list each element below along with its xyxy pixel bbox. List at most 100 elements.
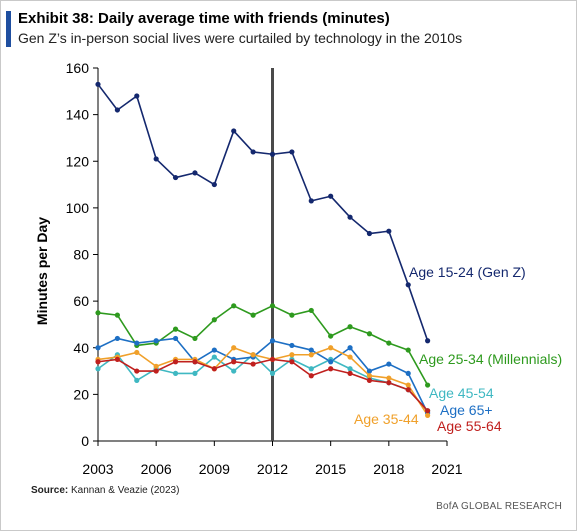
data-point-age-65 [308, 347, 314, 353]
y-tick-label: 0 [81, 433, 89, 449]
data-point-age-15-24-gen-z [250, 149, 256, 155]
data-point-age-65 [405, 370, 411, 376]
data-point-age-15-24-gen-z [211, 181, 217, 188]
y-tick-label: 60 [73, 293, 89, 309]
series-line-age-55-64 [97, 358, 429, 412]
series-line-age-25-34-millennials [97, 304, 429, 386]
y-tick-label: 160 [66, 60, 90, 76]
data-point-age-45-54 [95, 366, 101, 372]
data-point-age-45-54 [269, 370, 276, 376]
data-point-age-55-64 [347, 370, 353, 376]
data-point-age-15-24-gen-z [269, 151, 276, 157]
data-point-age-35-44 [386, 375, 392, 381]
data-point-age-25-34-millennials [250, 312, 256, 318]
data-point-age-55-64 [269, 356, 276, 363]
x-tick-label: 2003 [82, 461, 113, 477]
data-point-age-25-34-millennials [366, 331, 373, 337]
data-point-age-35-44 [425, 412, 431, 418]
data-point-age-55-64 [231, 359, 237, 365]
data-point-age-15-24-gen-z [95, 81, 101, 87]
data-point-age-25-34-millennials [172, 326, 179, 332]
series-label-age-45-54: Age 45-54 [429, 385, 494, 401]
y-tick-label: 80 [73, 247, 89, 263]
x-tick-label: 2012 [257, 461, 288, 477]
series-labels: Age 15-24 (Gen Z) Age 25-34 (Millennials)… [354, 264, 562, 434]
data-point-age-35-44 [153, 363, 159, 369]
data-point-age-55-64 [172, 359, 179, 365]
data-point-age-45-54 [172, 370, 179, 376]
y-tick-label: 100 [66, 200, 90, 216]
series-label-age-65: Age 65+ [440, 402, 493, 418]
data-point-age-15-24-gen-z [289, 149, 295, 155]
data-point-age-65 [211, 347, 217, 353]
data-point-age-15-24-gen-z [153, 156, 159, 162]
series-label-age-25-34-millennials: Age 25-34 (Millennials) [419, 351, 562, 367]
data-point-age-15-24-gen-z [366, 230, 373, 237]
data-point-age-15-24-gen-z [231, 128, 237, 134]
data-point-age-35-44 [308, 352, 314, 358]
x-tick-label: 2009 [199, 461, 230, 477]
x-tick-label: 2018 [373, 461, 404, 477]
data-point-age-65 [289, 342, 295, 349]
y-tick-labels: 0 20 40 60 80 100 120 140 160 [66, 60, 90, 449]
data-point-age-25-34-millennials [425, 382, 431, 388]
data-point-age-65 [386, 361, 392, 367]
data-point-age-55-64 [405, 387, 411, 393]
data-point-age-35-44 [231, 345, 237, 351]
data-point-age-55-64 [425, 408, 431, 414]
data-point-age-35-44 [328, 345, 334, 351]
y-tick-label: 40 [73, 340, 89, 356]
data-point-age-15-24-gen-z [328, 193, 334, 199]
data-point-age-55-64 [308, 373, 314, 379]
data-point-age-55-64 [386, 380, 392, 386]
data-point-age-55-64 [366, 377, 373, 383]
data-point-age-25-34-millennials [211, 317, 217, 323]
series-lines [97, 83, 429, 416]
data-point-age-25-34-millennials [308, 307, 314, 314]
data-point-age-15-24-gen-z [425, 338, 431, 344]
data-point-age-15-24-gen-z [172, 174, 179, 181]
data-point-age-25-34-millennials [328, 333, 334, 339]
data-point-age-65 [95, 345, 101, 351]
x-tick-label: 2006 [141, 461, 172, 477]
data-point-age-15-24-gen-z [114, 107, 120, 113]
series-line-age-45-54 [97, 353, 429, 412]
data-point-age-15-24-gen-z [386, 228, 392, 234]
data-point-age-15-24-gen-z [347, 214, 353, 220]
y-tick-label: 140 [66, 107, 90, 123]
data-point-age-65 [328, 359, 334, 365]
data-point-age-25-34-millennials [289, 312, 295, 318]
data-point-age-25-34-millennials [405, 347, 411, 353]
series-line-age-35-44 [97, 346, 429, 416]
source-text: Kannan & Veazie (2023) [71, 485, 180, 496]
data-point-age-55-64 [289, 359, 295, 365]
x-tick-label: 2021 [431, 461, 462, 477]
data-point-age-25-34-millennials [347, 324, 353, 330]
data-point-age-45-54 [231, 368, 237, 374]
series-label-age-55-64: Age 55-64 [437, 418, 502, 434]
brand-footer: BofA GLOBAL RESEARCH [436, 501, 562, 512]
data-point-age-65 [134, 340, 140, 346]
data-point-age-15-24-gen-z [405, 282, 411, 288]
data-point-age-55-64 [134, 368, 140, 374]
series-line-age-15-24-gen-z [97, 83, 429, 342]
data-point-age-45-54 [211, 354, 217, 360]
data-point-age-55-64 [328, 366, 334, 372]
title-accent-bar [6, 11, 11, 47]
series-points [95, 81, 431, 418]
data-point-age-35-44 [289, 352, 295, 358]
data-point-age-25-34-millennials [95, 310, 101, 316]
data-point-age-45-54 [308, 366, 314, 372]
y-tick-label: 20 [73, 386, 89, 402]
y-tick-label: 120 [66, 153, 90, 169]
source-note: Source: Kannan & Veazie (2023) [31, 485, 179, 496]
data-point-age-55-64 [153, 368, 159, 374]
y-axis-label: Minutes per Day [34, 217, 50, 325]
data-point-age-25-34-millennials [231, 303, 237, 309]
data-point-age-65 [366, 368, 373, 374]
data-point-age-45-54 [192, 370, 198, 376]
data-point-age-65 [153, 338, 159, 344]
data-point-age-25-34-millennials [386, 340, 392, 346]
data-point-age-55-64 [95, 359, 101, 365]
